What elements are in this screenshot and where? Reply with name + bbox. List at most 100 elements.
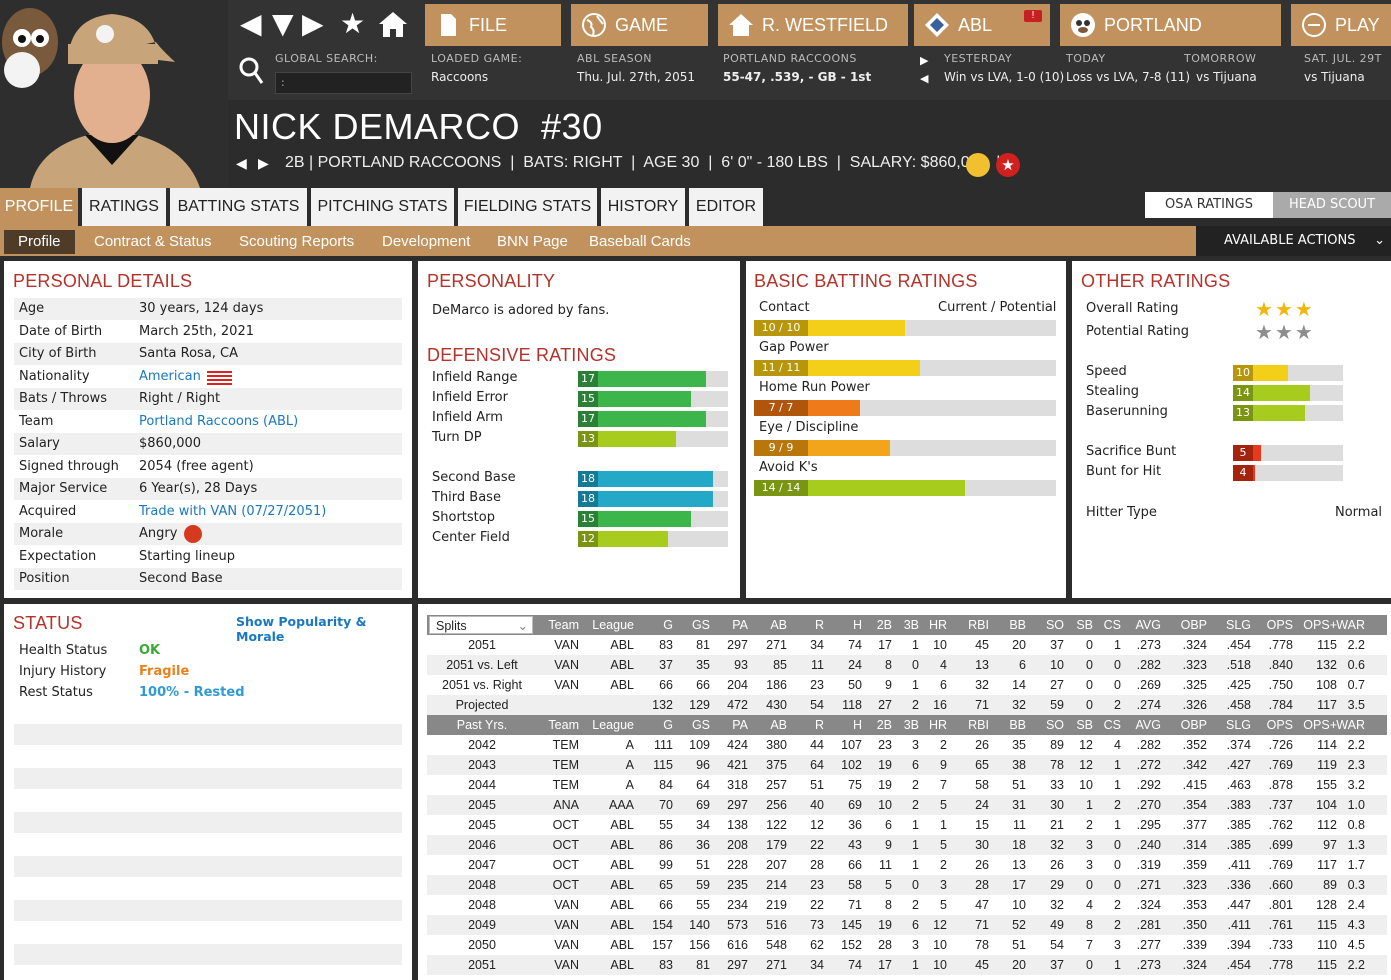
subtab-baseball-cards[interactable]: Baseball Cards [589,233,691,250]
game-menu-button[interactable]: GAME [571,4,708,46]
search-icon[interactable] [238,56,264,86]
personal-detail-value[interactable]: Portland Raccoons (ABL) [139,413,299,429]
splits-header-cell[interactable]: RBI [968,618,989,632]
back-arrow-icon[interactable]: ◀ [240,7,262,40]
splits-header-cell[interactable]: HR [928,618,947,632]
status-empty-row [14,724,402,745]
forward-arrow-icon[interactable]: ▶ [302,7,324,40]
batting-rating-label: Home Run Power [759,380,870,395]
subtab-scouting-reports[interactable]: Scouting Reports [239,233,355,250]
loaded-game-value: Raccoons [431,70,489,84]
splits-header-cell[interactable]: G [663,618,673,632]
splits-header-cell[interactable]: CS [1103,618,1121,632]
splits-header-cell[interactable]: AVG [1135,718,1161,732]
tab-profile[interactable]: PROFILE [0,188,80,226]
splits-cell: 74 [848,958,862,972]
splits-header-cell[interactable]: GS [691,718,710,732]
tab-ratings[interactable]: RATINGS [82,188,168,226]
personal-detail-value[interactable]: American [139,368,201,384]
splits-header-cell[interactable]: WAR [1336,618,1365,632]
splits-header-cell[interactable]: R [814,618,824,632]
subtab-development[interactable]: Development [382,233,471,250]
manager-menu-button[interactable]: R. WESTFIELD [718,4,908,46]
splits-header-cell[interactable]: H [852,618,862,632]
tab-fielding-stats[interactable]: FIELDING STATS [458,188,599,226]
splits-header-cell[interactable]: OPS+ [1303,618,1337,632]
splits-header-cell[interactable]: OBP [1180,618,1207,632]
splits-header-cell[interactable]: Team [548,618,579,632]
splits-header-cell[interactable]: OPS [1266,718,1293,732]
personal-detail-row: Major Service 6 Year(s), 28 Days [14,478,402,500]
dropdown-arrow-icon[interactable]: ▼ [272,7,294,40]
global-search-input[interactable]: : [275,72,412,94]
other-rating-bar: 13 [1233,405,1343,421]
defensive-rating-label: Third Base [432,490,501,505]
splits-header-cell[interactable]: AB [770,618,787,632]
splits-header-cell[interactable]: R [814,718,824,732]
tab-editor[interactable]: EDITOR [689,188,765,226]
tab-pitching-stats[interactable]: PITCHING STATS [311,188,456,226]
available-actions-button[interactable]: AVAILABLE ACTIONS ⌄ [1196,226,1391,256]
osa-ratings-toggle[interactable]: OSA RATINGS [1145,192,1273,218]
home-icon[interactable] [378,10,408,38]
star-icon[interactable]: ★ [340,7,366,40]
splits-header-cell[interactable]: OPS+ [1303,718,1337,732]
splits-cell: 421 [727,758,748,772]
splits-header-cell[interactable]: SLG [1225,618,1251,632]
splits-header-cell[interactable]: BB [1009,718,1026,732]
splits-header-cell[interactable]: PA [732,718,748,732]
splits-header-cell[interactable]: OPS [1266,618,1293,632]
splits-header-cell[interactable]: 3B [903,618,919,632]
head-scout-toggle[interactable]: HEAD SCOUT [1273,192,1391,218]
file-menu-button[interactable]: FILE [425,4,561,46]
splits-header-cell[interactable]: 3B [903,718,919,732]
splits-header-cell[interactable]: OBP [1180,718,1207,732]
splits-header-cell[interactable]: League [592,618,634,632]
yesterday-result[interactable]: Win vs LVA, 1-0 (10) [944,70,1065,84]
splits-header-cell[interactable]: RBI [968,718,989,732]
splits-header-cell[interactable]: AVG [1135,618,1161,632]
subtab-bnn-page[interactable]: BNN Page [497,233,568,250]
tab-history[interactable]: HISTORY [601,188,687,226]
league-menu-button[interactable]: ABL ! [914,4,1050,46]
next-game-arrow-icon[interactable]: ▶ [920,54,929,67]
tab-batting-stats[interactable]: BATTING STATS [170,188,309,226]
splits-header-cell[interactable]: Team [548,718,579,732]
splits-select[interactable]: Splits ⌄ [429,616,533,634]
splits-cell: 3 [912,738,919,752]
chevron-down-icon: ⌄ [1374,233,1385,248]
splits-header-cell[interactable]: GS [691,618,710,632]
tomorrow-game[interactable]: vs Tijuana [1196,70,1257,84]
splits-header-cell[interactable]: SO [1045,718,1064,732]
splits-cell: .319 [1136,858,1161,872]
splits-header-cell[interactable]: H [852,718,862,732]
splits-cell: 0 [1086,678,1093,692]
splits-header-cell[interactable]: 2B [876,618,892,632]
next-player-arrow-icon[interactable]: ▶ [258,156,269,172]
splits-header-cell[interactable]: BB [1009,618,1026,632]
splits-cell: .878 [1268,778,1293,792]
splits-header-cell[interactable]: HR [928,718,947,732]
splits-header-cell[interactable]: AB [770,718,787,732]
splits-header-cell[interactable]: PA [732,618,748,632]
prev-game-arrow-icon[interactable]: ◀ [920,72,929,85]
splits-header-cell[interactable]: SB [1076,718,1093,732]
splits-header-cell[interactable]: SO [1045,618,1064,632]
personal-detail-label: Date of Birth [19,323,103,339]
prev-player-arrow-icon[interactable]: ◀ [236,156,247,172]
today-result[interactable]: Loss vs LVA, 7-8 (11) [1066,70,1190,84]
next-game[interactable]: vs Tijuana [1304,70,1365,84]
splits-header-cell[interactable]: CS [1103,718,1121,732]
splits-header-cell[interactable]: WAR [1336,718,1365,732]
splits-header-cell[interactable]: League [592,718,634,732]
personal-detail-value[interactable]: Trade with VAN (07/27/2051) [139,503,327,519]
splits-header-cell[interactable]: 2B [876,718,892,732]
show-popularity-morale-link[interactable]: Show Popularity & Morale [236,614,367,644]
subtab-contract-status[interactable]: Contract & Status [94,233,212,250]
team-menu-button[interactable]: PORTLAND [1060,4,1281,46]
play-menu-button[interactable]: PLAY [1291,4,1391,46]
subtab-profile[interactable]: Profile [4,230,75,254]
splits-header-cell[interactable]: SLG [1225,718,1251,732]
splits-header-cell[interactable]: SB [1076,618,1093,632]
splits-header-cell[interactable]: G [663,718,673,732]
